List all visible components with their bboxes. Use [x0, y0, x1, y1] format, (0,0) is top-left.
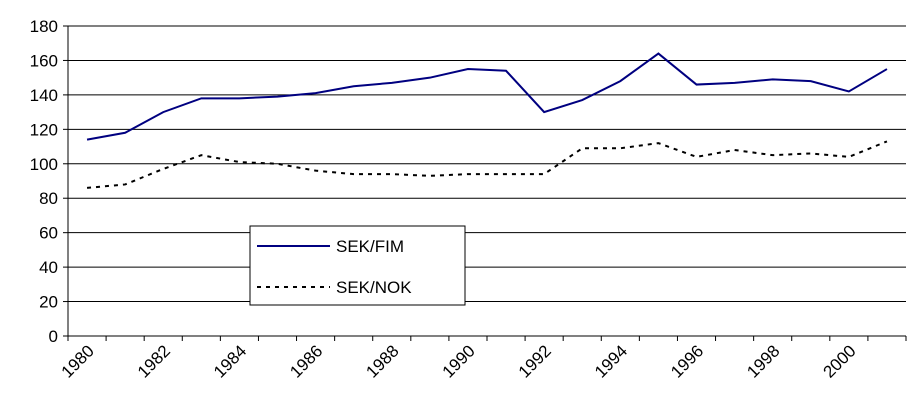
legend-label: SEK/NOK [336, 278, 412, 297]
legend-box [249, 225, 466, 306]
x-tick-label: 1988 [362, 341, 402, 381]
x-tick-label: 1984 [210, 341, 250, 381]
x-tick-label: 1998 [743, 341, 783, 381]
y-tick-label: 80 [39, 189, 58, 208]
y-tick-label: 20 [39, 293, 58, 312]
y-tick-label: 180 [30, 17, 58, 36]
x-tick-label: 1990 [439, 341, 479, 381]
y-tick-label: 60 [39, 224, 58, 243]
legend-label: SEK/FIM [336, 237, 404, 256]
x-tick-label: 1996 [667, 341, 707, 381]
y-tick-label: 160 [30, 51, 58, 70]
y-tick-label: 40 [39, 258, 58, 277]
x-tick-label: 2000 [820, 341, 860, 381]
x-tick-label: 1986 [286, 341, 326, 381]
x-tick-label: 1982 [134, 341, 174, 381]
x-tick-label: 1994 [591, 341, 631, 381]
line-series [86, 52, 888, 141]
y-tick-label: 120 [30, 120, 58, 139]
x-tick-label: 1980 [58, 341, 98, 381]
y-tick-label: 0 [49, 327, 58, 346]
y-tick-label: 140 [30, 86, 58, 105]
line-series [86, 140, 888, 189]
y-tick-label: 100 [30, 155, 58, 174]
x-tick-label: 1992 [515, 341, 555, 381]
